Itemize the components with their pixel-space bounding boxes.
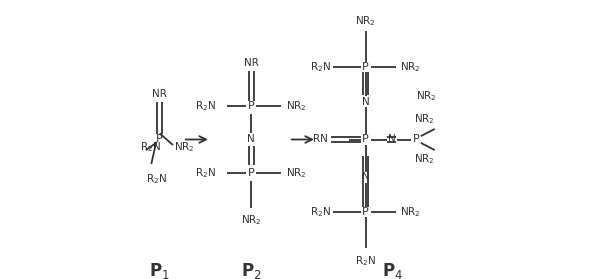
Text: R$_2$N: R$_2$N — [196, 166, 217, 180]
Text: NR$_2$: NR$_2$ — [416, 90, 436, 103]
Text: NR$_2$: NR$_2$ — [400, 205, 421, 219]
Text: NR$_2$: NR$_2$ — [415, 153, 435, 167]
Text: R$_2$N: R$_2$N — [140, 140, 161, 154]
Text: P: P — [156, 134, 163, 145]
Text: N: N — [388, 134, 396, 145]
Text: P$_4$: P$_4$ — [382, 261, 403, 279]
Text: NR$_2$: NR$_2$ — [355, 14, 376, 28]
Text: R$_2$N: R$_2$N — [355, 254, 376, 268]
Text: NR$_2$: NR$_2$ — [286, 166, 307, 180]
Text: N: N — [247, 134, 255, 145]
Text: P$_1$: P$_1$ — [149, 261, 170, 279]
Text: P$_2$: P$_2$ — [241, 261, 262, 279]
Text: NR$_2$: NR$_2$ — [415, 112, 435, 126]
Text: R$_2$N: R$_2$N — [196, 99, 217, 113]
Text: RN: RN — [313, 134, 328, 145]
Text: NR$_2$: NR$_2$ — [286, 99, 307, 113]
Text: NR$_2$: NR$_2$ — [400, 60, 421, 74]
Text: R$_2$N: R$_2$N — [310, 60, 331, 74]
Text: P: P — [248, 168, 254, 178]
Text: P: P — [412, 134, 419, 145]
Text: NR$_2$: NR$_2$ — [241, 213, 262, 227]
Text: P: P — [248, 101, 254, 111]
Text: NR: NR — [152, 89, 167, 99]
Text: N: N — [362, 97, 370, 107]
Text: NR$_2$: NR$_2$ — [175, 140, 195, 154]
Text: R$_2$N: R$_2$N — [310, 205, 331, 219]
Text: P: P — [362, 134, 369, 145]
Text: P: P — [362, 207, 369, 217]
Text: R$_2$N: R$_2$N — [146, 172, 167, 186]
Text: P: P — [362, 62, 369, 72]
Text: N: N — [362, 172, 370, 182]
Text: NR: NR — [244, 58, 259, 68]
